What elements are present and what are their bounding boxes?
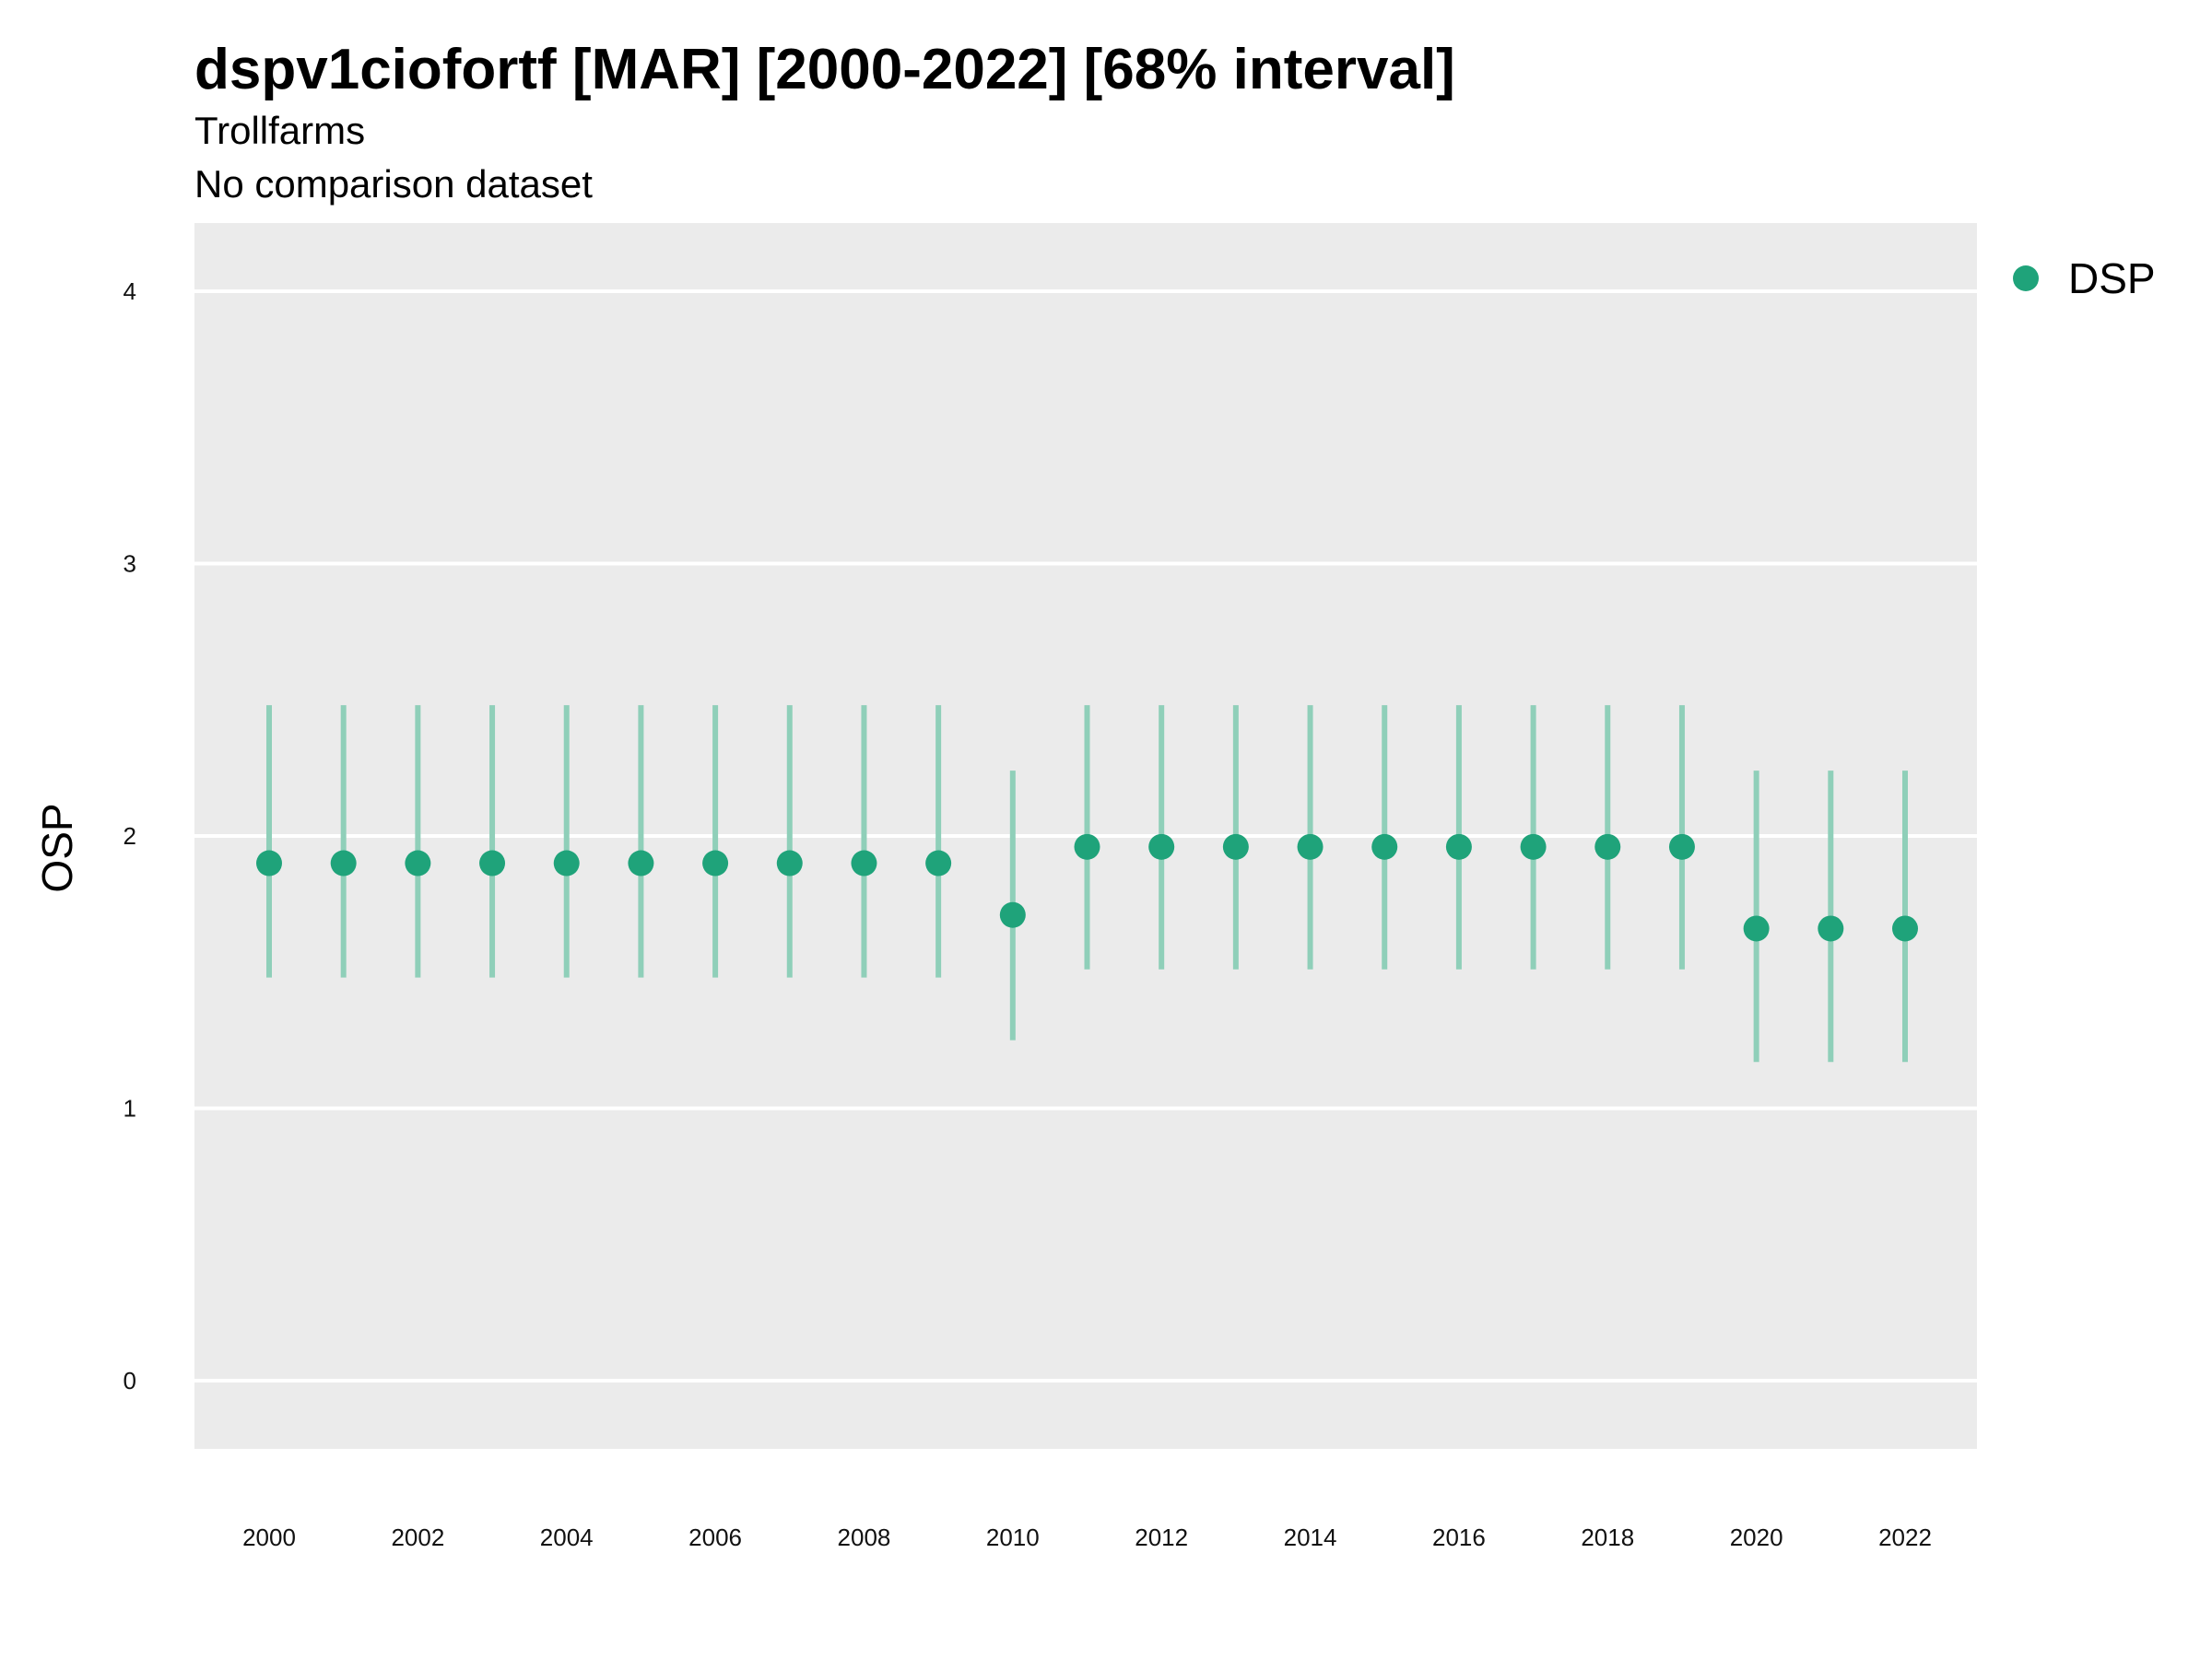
x-tick-label: 2002 <box>391 1524 444 1551</box>
data-point-2022 <box>1892 915 1918 942</box>
chart-subtitle: Trollfarms <box>194 109 365 152</box>
x-tick-label: 2022 <box>1878 1524 1932 1551</box>
data-point-2021 <box>1818 915 1844 942</box>
y-tick-label: 2 <box>124 822 136 850</box>
x-tick-label: 2000 <box>242 1524 296 1551</box>
data-point-2019 <box>1668 833 1695 860</box>
data-points <box>256 833 1918 942</box>
chart-subtitle-comparison: No comparison dataset <box>194 162 593 206</box>
x-tick-label: 2006 <box>688 1524 742 1551</box>
y-tick-label: 4 <box>124 277 136 305</box>
y-tick-label: 0 <box>124 1367 136 1394</box>
data-point-2004 <box>553 850 580 877</box>
data-point-2003 <box>479 850 506 877</box>
data-point-2005 <box>628 850 654 877</box>
x-tick-label: 2018 <box>1581 1524 1634 1551</box>
x-tick-labels: 2000 2002 2004 2006 2008 2010 2012 2014 2016 2018… <box>242 1524 1932 1551</box>
data-point-2012 <box>1148 833 1175 860</box>
data-point-2009 <box>925 850 952 877</box>
data-point-2018 <box>1594 833 1621 860</box>
data-point-2010 <box>999 901 1026 928</box>
legend: DSP <box>2013 254 2156 302</box>
x-tick-label: 2014 <box>1284 1524 1337 1551</box>
data-point-2000 <box>256 850 282 877</box>
data-point-2006 <box>702 850 729 877</box>
data-point-2016 <box>1445 833 1472 860</box>
data-point-2017 <box>1520 833 1547 860</box>
data-point-2008 <box>851 850 877 877</box>
x-tick-label: 2012 <box>1135 1524 1188 1551</box>
y-axis-label: OSP <box>33 803 81 892</box>
x-tick-label: 2004 <box>540 1524 594 1551</box>
y-tick-label: 1 <box>124 1095 136 1123</box>
x-tick-label: 2016 <box>1432 1524 1486 1551</box>
legend-label-dsp: DSP <box>2068 254 2156 302</box>
chart-title: dspv1ciofortf [MAR] [2000-2022] [68% int… <box>194 38 1455 101</box>
data-point-2020 <box>1743 915 1770 942</box>
data-point-2014 <box>1297 833 1324 860</box>
data-point-2001 <box>330 850 357 877</box>
data-point-2015 <box>1371 833 1398 860</box>
data-point-2002 <box>405 850 431 877</box>
data-point-2007 <box>776 850 803 877</box>
legend-key-dsp <box>2013 265 2039 291</box>
x-tick-label: 2008 <box>838 1524 891 1551</box>
data-point-2011 <box>1074 833 1100 860</box>
x-tick-label: 2020 <box>1730 1524 1783 1551</box>
y-tick-label: 3 <box>124 550 136 578</box>
x-tick-label: 2010 <box>986 1524 1040 1551</box>
y-tick-labels: 0 1 2 3 4 <box>124 277 136 1394</box>
data-point-2013 <box>1222 833 1249 860</box>
